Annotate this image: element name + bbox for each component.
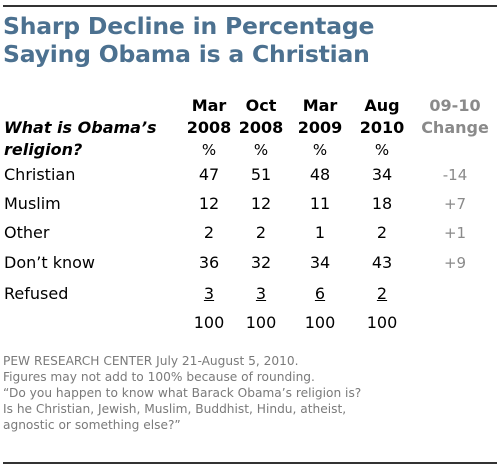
data-cell: 3 [203,284,215,303]
column-header-month: Aug [364,96,400,115]
data-cell: 2 [376,284,388,303]
column-header-month: Mar [191,96,227,115]
column-header-year: 2010 [359,118,405,137]
data-cell: 11 [309,194,331,213]
question-line-2: religion? [4,140,83,159]
data-cell: 2 [376,223,388,242]
row-label: Refused [4,284,69,303]
total-cell: 100 [304,313,336,332]
data-cell: 6 [314,284,326,303]
chart-title: Sharp Decline in Percentage Saying Obama… [3,12,493,68]
title-line-2: Saying Obama is a Christian [3,40,370,68]
row-label: Don’t know [4,253,95,272]
note-line: PEW RESEARCH CENTER July 21-August 5, 20… [3,354,299,368]
column-header-year: 2009 [297,118,343,137]
data-cell: 43 [371,253,393,272]
total-cell: 100 [366,313,398,332]
data-cell: 12 [250,194,272,213]
change-header-label: Change [421,118,489,137]
column-unit: % [253,141,269,159]
note-line: agnostic or something else?” [3,418,181,432]
data-cell: 2 [255,223,267,242]
change-header-period: 09-10 [429,96,481,115]
note-line: “Do you happen to know what Barack Obama… [3,386,362,400]
question-line-1: What is Obama’s [4,118,157,137]
column-header-year: 2008 [186,118,232,137]
column-unit: % [374,141,390,159]
column-header-month: Mar [302,96,338,115]
total-cell: 100 [193,313,225,332]
column-unit: % [312,141,328,159]
column-header-year: 2008 [238,118,284,137]
total-cell: 100 [245,313,277,332]
data-cell: 3 [255,284,267,303]
source-notes: PEW RESEARCH CENTER July 21-August 5, 20… [3,353,497,433]
row-label: Muslim [4,194,61,213]
data-cell: 12 [198,194,220,213]
data-cell: 51 [250,165,272,184]
data-cell: 36 [198,253,220,272]
data-cell: 47 [198,165,220,184]
data-cell: 34 [309,253,331,272]
note-line: Figures may not add to 100% because of r… [3,370,315,384]
top-rule [3,5,497,7]
row-label: Other [4,223,50,242]
bottom-rule [3,462,497,464]
data-cell: 34 [371,165,393,184]
change-cell: +9 [443,254,467,272]
column-header-month: Oct [245,96,277,115]
data-cell: 48 [309,165,331,184]
data-cell: 1 [314,223,326,242]
data-cell: 18 [371,194,393,213]
data-cell: 2 [203,223,215,242]
title-line-1: Sharp Decline in Percentage [3,12,375,40]
note-line: Is he Christian, Jewish, Muslim, Buddhis… [3,402,347,416]
row-label: Christian [4,165,76,184]
column-unit: % [201,141,217,159]
data-cell: 32 [250,253,272,272]
change-cell: -14 [442,166,468,184]
change-cell: +1 [443,224,467,242]
change-cell: +7 [443,195,467,213]
